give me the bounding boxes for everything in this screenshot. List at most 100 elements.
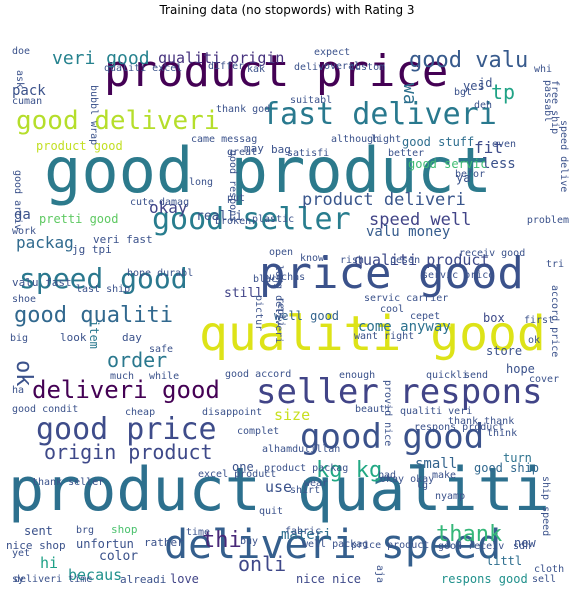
word-buy: buy xyxy=(240,536,259,547)
word-brg: brg xyxy=(76,525,95,536)
word-seller-respons: seller respons xyxy=(256,372,543,412)
word-fast-deliveri: fast deliveri xyxy=(262,97,497,132)
word-price-good: price good xyxy=(259,248,524,299)
word-ship-speed: ship speed xyxy=(540,476,551,537)
word-becaus: becaus xyxy=(68,566,123,584)
word-cute: cute xyxy=(130,197,155,208)
word-think: think xyxy=(487,428,518,439)
word-good-qualiti: good qualiti xyxy=(14,303,173,328)
word-aja: aja xyxy=(374,565,385,584)
word-ya: ya xyxy=(456,171,471,185)
word-lg: lg xyxy=(416,480,429,491)
word-unfortun: unfortun xyxy=(76,537,134,551)
word-nice-nice: nice nice xyxy=(296,572,362,586)
word-good-ship: good ship xyxy=(474,461,540,475)
word-suitabl: suitabl xyxy=(290,95,333,106)
word-good-respons: good respons xyxy=(227,150,238,223)
word-first: first xyxy=(524,315,555,326)
word-plastic: plastic xyxy=(252,214,295,225)
word-bgt: bgt xyxy=(454,87,473,98)
word-sent: sent xyxy=(24,524,53,538)
word-still: still xyxy=(224,286,264,301)
word-last-ship: last ship xyxy=(76,284,131,295)
word-receiv-good: receiv good xyxy=(459,248,526,259)
word-light: light xyxy=(371,134,402,145)
word-servic-price: servic price xyxy=(422,270,495,281)
word-ga: ga xyxy=(14,207,31,223)
word-long-deliveri: long deliveri xyxy=(273,265,284,344)
word-wear: wear xyxy=(304,478,329,489)
word-thank-seller: thank seller xyxy=(32,477,105,488)
word-excel-product: excel product xyxy=(198,469,277,480)
word-good-valu: good valu xyxy=(409,48,529,73)
word-use: use xyxy=(265,478,293,496)
word-alreadi: alreadi xyxy=(120,573,167,586)
word-befor: befor xyxy=(455,169,486,180)
word-thi: thi xyxy=(202,528,242,553)
word-speed-well: speed well xyxy=(369,210,472,230)
word-good-price: good price xyxy=(36,412,217,447)
word-ok: ok xyxy=(11,360,36,387)
word-store: store xyxy=(486,344,523,358)
word-good-condit: good condit xyxy=(12,404,79,415)
word-free-ship: free ship xyxy=(549,80,560,135)
word-product-good: product good xyxy=(36,139,123,153)
word-cepet: cepet xyxy=(410,311,441,322)
word-product-deliveri: product deliveri xyxy=(302,190,466,210)
word-pictur: pictur xyxy=(253,295,264,332)
word-provid-nice: provid nice xyxy=(382,380,393,447)
word-shoe: shoe xyxy=(12,294,37,305)
word-even: even xyxy=(492,139,517,150)
word-valu-money: valu money xyxy=(366,224,451,240)
word-bag: bag xyxy=(271,143,291,156)
word-qualiti-excel: qualiti excel xyxy=(104,63,183,74)
word-box: box xyxy=(483,311,505,325)
chart-title: Training data (no stopwords) with Rating… xyxy=(159,3,415,17)
word-onli: onli xyxy=(238,552,287,576)
word-materi: materi xyxy=(281,527,332,543)
word-nyamp: nyamp xyxy=(435,491,466,502)
word-big: big xyxy=(10,333,29,344)
word-custom: custom xyxy=(349,62,386,73)
word-size: size xyxy=(274,406,311,424)
word-color: color xyxy=(99,549,139,564)
word-packag: packag xyxy=(16,233,74,252)
word-broken: broken xyxy=(215,216,252,227)
word-good-good: good good xyxy=(300,417,485,457)
word-came-messag: came messag xyxy=(191,134,258,145)
word-good-accord: good accord xyxy=(225,369,292,380)
word-better: better xyxy=(388,148,425,159)
word-qualiti-origin: qualiti origin xyxy=(158,49,285,67)
word-sdh: sdh xyxy=(513,541,532,552)
word-respons-good: respons good xyxy=(441,572,528,586)
word-servic-carrier: servic carrier xyxy=(364,293,449,304)
word-hope-durabl: hope durabl xyxy=(127,268,194,279)
word-damag: damag xyxy=(159,197,190,208)
word-kg-kg: kg kg xyxy=(316,458,383,483)
word-shop: shop xyxy=(111,523,138,536)
word-fit: fit xyxy=(474,138,503,157)
word-yes: yes xyxy=(463,79,485,93)
word-qualiti-product: qualiti product xyxy=(354,251,490,269)
word-deliveri-speed: deliveri speed xyxy=(164,522,502,568)
word-although: although xyxy=(331,134,380,145)
word-kak: kak xyxy=(247,64,266,75)
word-hi: hi xyxy=(40,554,59,572)
word-want-right: want right xyxy=(354,331,415,342)
word-small: small xyxy=(415,456,458,472)
word-yet: yet xyxy=(12,548,31,559)
word-tri: tri xyxy=(546,259,565,270)
word-while: while xyxy=(149,371,180,382)
word-doe: doe xyxy=(12,46,31,57)
word-good-product: good product xyxy=(44,134,492,207)
word-wa: wa xyxy=(399,83,420,105)
word-open: open xyxy=(269,247,294,258)
word-enough: enough xyxy=(339,370,376,381)
word-beauti: beauti xyxy=(355,404,392,415)
word-expect: expect xyxy=(314,47,351,58)
word-ha: ha xyxy=(12,385,25,396)
word-rather: rather xyxy=(144,536,184,549)
word-good-receiv: good receiv xyxy=(438,541,505,552)
word-pretti-good: pretti good xyxy=(39,212,119,226)
word-deliveri-good: deliveri good xyxy=(32,376,220,404)
